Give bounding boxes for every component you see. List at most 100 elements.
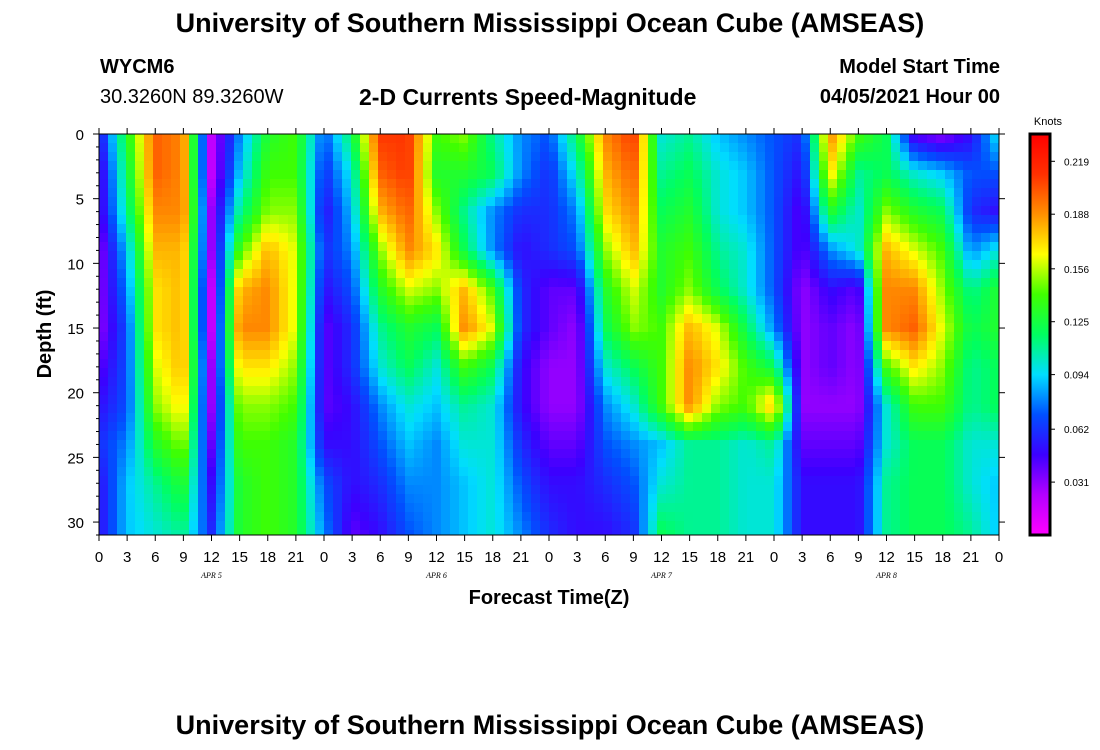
heatmap-cell — [936, 467, 946, 477]
heatmap-cell — [297, 278, 307, 288]
heatmap-cell — [468, 251, 478, 261]
heatmap-cell — [567, 341, 577, 351]
heatmap-cell — [585, 134, 595, 144]
heatmap-cell — [684, 494, 694, 504]
heatmap-cell — [864, 323, 874, 333]
heatmap-cell — [837, 296, 847, 306]
heatmap-cell — [207, 260, 217, 270]
heatmap-cell — [162, 440, 172, 450]
heatmap-cell — [603, 233, 613, 243]
heatmap-cell — [198, 134, 208, 144]
heatmap-cell — [873, 395, 883, 405]
heatmap-cell — [189, 476, 199, 486]
heatmap-cell — [801, 296, 811, 306]
heatmap-cell — [882, 422, 892, 432]
heatmap-cell — [837, 521, 847, 531]
heatmap-cell — [180, 278, 190, 288]
heatmap-cell — [765, 260, 775, 270]
heatmap-cell — [873, 530, 883, 535]
heatmap-cell — [981, 431, 991, 441]
heatmap-cell — [189, 260, 199, 270]
heatmap-cell — [873, 494, 883, 504]
heatmap-cell — [747, 233, 757, 243]
heatmap-cell — [351, 188, 361, 198]
heatmap-cell — [225, 467, 235, 477]
heatmap-cell — [477, 449, 487, 459]
heatmap-cell — [405, 305, 415, 315]
heatmap-cell — [639, 341, 649, 351]
heatmap-cell — [108, 386, 118, 396]
heatmap-cell — [972, 215, 982, 225]
heatmap-cell — [873, 278, 883, 288]
heatmap-cell — [225, 161, 235, 171]
heatmap-cell — [459, 242, 469, 252]
heatmap-cell — [846, 179, 856, 189]
heatmap-cell — [315, 323, 325, 333]
heatmap-cell — [711, 422, 721, 432]
heatmap-cell — [441, 359, 451, 369]
heatmap-cell — [306, 458, 316, 468]
heatmap-cell — [441, 494, 451, 504]
heatmap-cell — [234, 170, 244, 180]
heatmap-cell — [810, 413, 820, 423]
heatmap-cell — [657, 314, 667, 324]
heatmap-cell — [279, 188, 289, 198]
heatmap-cell — [324, 404, 334, 414]
heatmap-cell — [729, 431, 739, 441]
heatmap-cell — [621, 179, 631, 189]
heatmap-cell — [423, 296, 433, 306]
heatmap-cell — [585, 206, 595, 216]
heatmap-cell — [918, 503, 928, 513]
heatmap-cell — [972, 395, 982, 405]
heatmap-cell — [414, 215, 424, 225]
heatmap-cell — [207, 404, 217, 414]
heatmap-cell — [594, 161, 604, 171]
heatmap-cell — [981, 449, 991, 459]
heatmap-cell — [693, 224, 703, 234]
heatmap-cell — [486, 305, 496, 315]
heatmap-cell — [99, 161, 109, 171]
heatmap-cell — [333, 269, 343, 279]
heatmap-cell — [774, 206, 784, 216]
heatmap-cell — [828, 269, 838, 279]
heatmap-cell — [441, 332, 451, 342]
heatmap-cell — [441, 242, 451, 252]
heatmap-cell — [396, 260, 406, 270]
heatmap-cell — [423, 287, 433, 297]
heatmap-cell — [936, 530, 946, 535]
heatmap-cell — [387, 233, 397, 243]
heatmap-cell — [756, 449, 766, 459]
heatmap-cell — [540, 134, 550, 144]
heatmap-cell — [702, 494, 712, 504]
heatmap-cell — [783, 314, 793, 324]
heatmap-cell — [909, 377, 919, 387]
heatmap-cell — [576, 476, 586, 486]
heatmap-cell — [495, 296, 505, 306]
heatmap-cell — [855, 476, 865, 486]
heatmap-cell — [666, 296, 676, 306]
heatmap-cell — [882, 521, 892, 531]
heatmap-cell — [468, 224, 478, 234]
heatmap-cell — [468, 269, 478, 279]
heatmap-cell — [720, 206, 730, 216]
heatmap-cell — [666, 323, 676, 333]
heatmap-cell — [846, 206, 856, 216]
heatmap-cell — [450, 467, 460, 477]
heatmap-cell — [846, 485, 856, 495]
heatmap-cell — [864, 278, 874, 288]
heatmap-cell — [747, 485, 757, 495]
heatmap-cell — [153, 413, 163, 423]
heatmap-cell — [351, 413, 361, 423]
heatmap-cell — [189, 530, 199, 535]
heatmap-cell — [684, 404, 694, 414]
heatmap-cell — [585, 530, 595, 535]
heatmap-cell — [396, 485, 406, 495]
heatmap-cell — [810, 395, 820, 405]
heatmap-cell — [414, 467, 424, 477]
heatmap-cell — [153, 323, 163, 333]
heatmap-cell — [846, 341, 856, 351]
heatmap-cell — [981, 404, 991, 414]
heatmap-cell — [981, 233, 991, 243]
heatmap-cell — [216, 395, 226, 405]
heatmap-cell — [936, 170, 946, 180]
